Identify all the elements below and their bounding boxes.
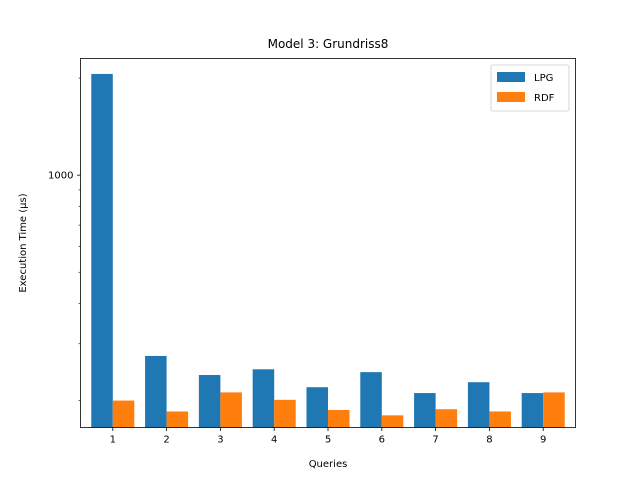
x-axis-ticks: 1 2 3 4 5 6 7 8 9	[110, 427, 546, 446]
bar-rdf-7	[435, 409, 458, 428]
bar-lpg-6	[360, 372, 382, 428]
bar-rdf-1	[112, 400, 135, 428]
bar-lpg-9	[521, 393, 544, 428]
bar-lpg-2	[145, 355, 167, 428]
bar-lpg-5	[306, 387, 328, 428]
legend: LPG RDF	[490, 64, 570, 112]
chart-title: Model 3: Grundriss8	[268, 37, 389, 51]
x-tick-label: 6	[379, 435, 385, 446]
x-tick-label: 4	[271, 435, 277, 446]
legend-swatch-rdf	[497, 92, 525, 102]
bar-lpg-3	[198, 375, 221, 428]
x-tick-label: 3	[217, 435, 223, 446]
bar-rdf-5	[328, 409, 350, 428]
plot-frame	[80, 58, 576, 428]
bar-rdf-4	[274, 399, 296, 428]
legend-label-rdf: RDF	[534, 93, 555, 104]
bar-lpg-8	[467, 382, 490, 428]
x-tick-label: 8	[486, 435, 492, 446]
y-axis-label: Execution Time (µs)	[18, 193, 29, 292]
x-tick-label: 5	[325, 435, 331, 446]
bar-rdf-3	[220, 392, 242, 428]
legend-frame	[490, 64, 570, 112]
x-tick-label: 9	[540, 435, 546, 446]
bar-rdf-8	[489, 411, 511, 428]
bars-group	[91, 73, 565, 428]
x-tick-label: 7	[432, 435, 438, 446]
bar-rdf-6	[381, 415, 404, 428]
bar-rdf-9	[543, 392, 565, 428]
bar-lpg-7	[414, 393, 436, 428]
y-tick-label: 1000	[48, 171, 73, 182]
x-tick-label: 2	[163, 435, 169, 446]
bar-lpg-1	[91, 73, 113, 428]
bar-rdf-2	[166, 411, 189, 428]
legend-swatch-lpg	[497, 72, 525, 82]
x-tick-label: 1	[110, 435, 116, 446]
x-axis-label: Queries	[309, 459, 348, 470]
bar-lpg-4	[252, 369, 275, 428]
legend-label-lpg: LPG	[534, 73, 553, 84]
